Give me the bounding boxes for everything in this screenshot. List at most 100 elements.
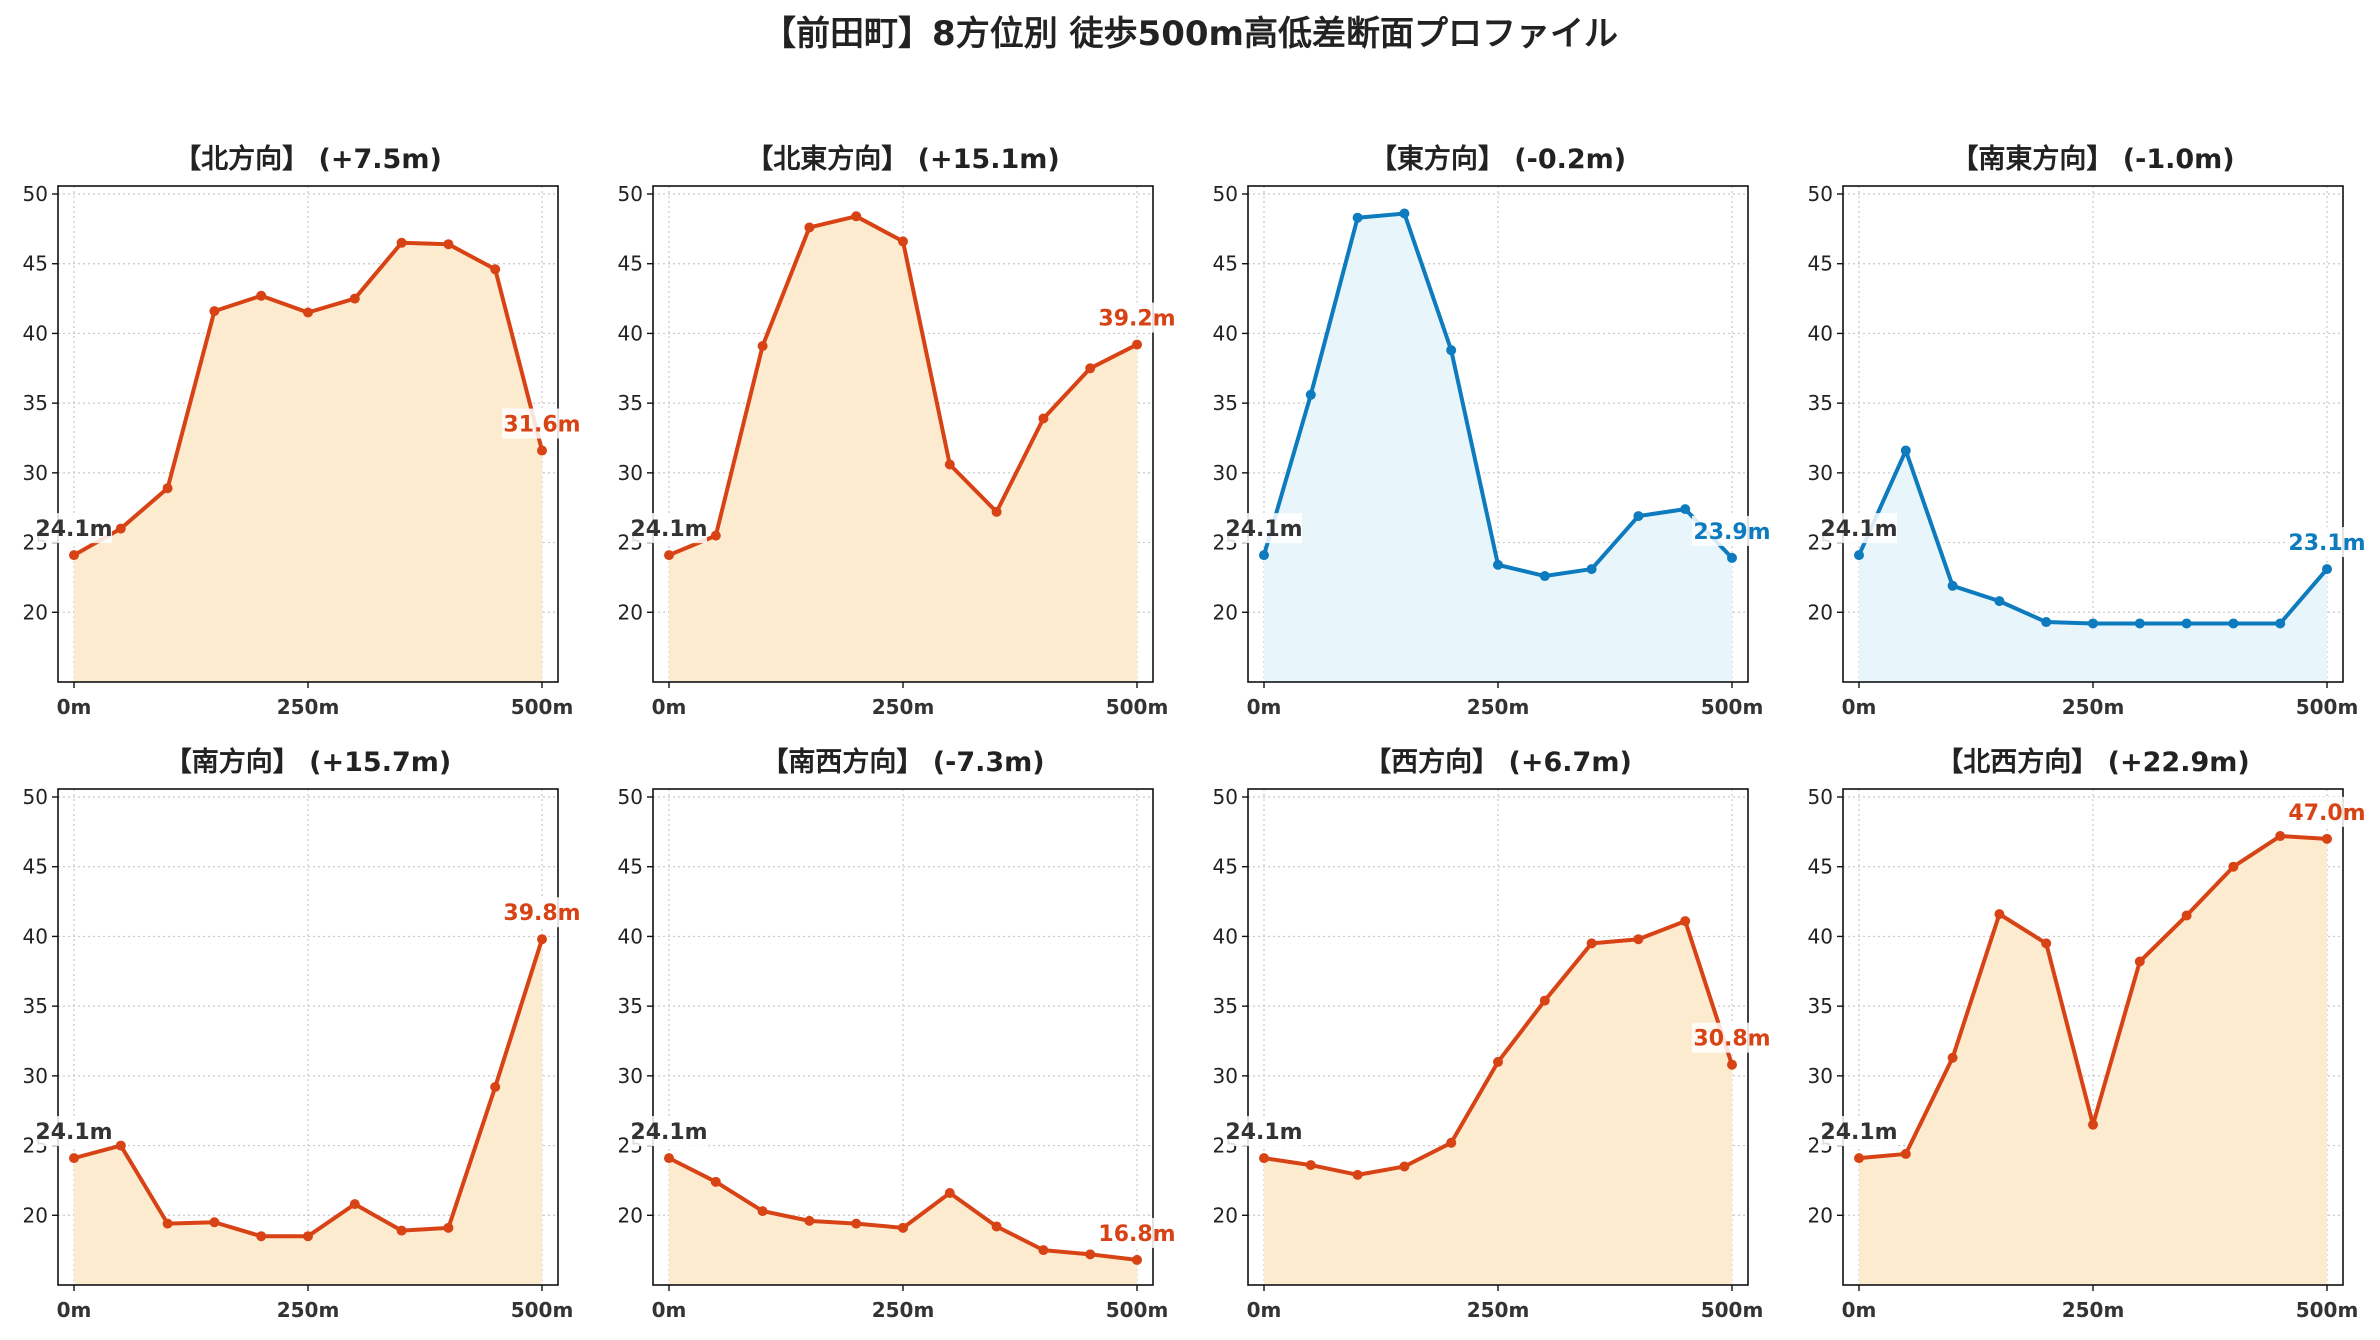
- data-point: [2322, 564, 2332, 575]
- subplot-7: 【北西方向】 (+22.9m)202530354045500m250m500m2…: [1808, 746, 2367, 1322]
- subplot-title: 【北方向】 (+7.5m): [174, 143, 442, 175]
- x-tick-label: 0m: [652, 695, 687, 719]
- data-point: [1947, 1052, 1958, 1063]
- data-point: [537, 934, 547, 945]
- y-tick-label: 30: [618, 461, 643, 485]
- x-tick-label: 500m: [511, 1298, 574, 1322]
- data-point: [2134, 956, 2145, 967]
- data-point: [1446, 345, 1457, 356]
- y-tick-label: 30: [618, 1064, 643, 1088]
- x-tick-label: 250m: [1467, 1298, 1530, 1322]
- y-tick-label: 35: [1213, 391, 1238, 415]
- data-point: [1633, 511, 1644, 522]
- y-tick-label: 35: [1808, 994, 1833, 1018]
- data-point: [944, 1187, 955, 1198]
- data-point: [2181, 618, 2192, 629]
- y-tick-label: 20: [1213, 600, 1238, 624]
- data-point: [664, 550, 674, 561]
- data-point: [1352, 212, 1363, 223]
- start-label-bg: [629, 1116, 707, 1147]
- subplot-3: 【南東方向】 (-1.0m)202530354045500m250m500m24…: [1808, 143, 2367, 719]
- data-point: [349, 1199, 360, 1210]
- end-elevation-label: 39.2m: [1098, 307, 1175, 332]
- data-point: [1305, 389, 1316, 400]
- data-point: [1132, 1254, 1142, 1265]
- data-point: [1038, 413, 1049, 424]
- y-tick-label: 40: [1213, 321, 1238, 345]
- y-tick-label: 45: [618, 855, 643, 879]
- y-tick-label: 45: [23, 252, 48, 276]
- data-point: [1493, 1056, 1503, 1067]
- subplot-4: 【南方向】 (+15.7m)202530354045500m250m500m24…: [23, 746, 582, 1322]
- y-tick-label: 30: [1213, 1064, 1238, 1088]
- x-tick-label: 0m: [1842, 1298, 1877, 1322]
- end-label-bg: [1692, 515, 1772, 546]
- end-label-bg: [2287, 796, 2367, 827]
- data-point: [1493, 559, 1503, 570]
- data-point: [1539, 995, 1550, 1006]
- data-point: [537, 445, 547, 456]
- elevation-fill: [669, 216, 1137, 682]
- y-tick-label: 45: [1808, 252, 1833, 276]
- start-elevation-label: 24.1m: [1225, 517, 1302, 542]
- y-tick-label: 50: [618, 182, 643, 206]
- elevation-fill: [74, 242, 542, 683]
- data-point: [991, 1221, 1002, 1232]
- start-label-bg: [629, 513, 707, 544]
- start-label-bg: [1224, 1116, 1302, 1147]
- y-tick-label: 40: [23, 321, 48, 345]
- data-point: [851, 211, 862, 222]
- data-point: [1727, 552, 1737, 563]
- data-point: [1038, 1245, 1049, 1256]
- data-point: [2322, 833, 2332, 844]
- data-point: [1399, 1161, 1410, 1172]
- data-point: [1947, 580, 1958, 591]
- data-point: [303, 307, 313, 318]
- data-point: [1994, 596, 2005, 607]
- end-elevation-label: 23.1m: [2288, 531, 2365, 556]
- start-elevation-label: 24.1m: [1225, 1120, 1302, 1145]
- data-point: [851, 1218, 862, 1229]
- start-elevation-label: 24.1m: [1820, 1120, 1897, 1145]
- data-point: [1085, 363, 1096, 374]
- x-tick-label: 500m: [1701, 695, 1764, 719]
- data-point: [1900, 445, 1911, 456]
- x-tick-label: 0m: [57, 695, 92, 719]
- subplot-5: 【南西方向】 (-7.3m)202530354045500m250m500m24…: [618, 746, 1177, 1322]
- data-point: [1305, 1160, 1316, 1171]
- data-point: [664, 1153, 674, 1164]
- x-tick-label: 0m: [1842, 695, 1877, 719]
- y-tick-label: 40: [1213, 924, 1238, 948]
- data-point: [1900, 1148, 1911, 1159]
- y-tick-label: 45: [618, 252, 643, 276]
- start-label-bg: [1819, 513, 1897, 544]
- x-tick-label: 250m: [872, 1298, 935, 1322]
- subplot-title: 【南東方向】 (-1.0m): [1951, 143, 2234, 175]
- y-tick-label: 45: [1213, 252, 1238, 276]
- data-point: [2228, 861, 2239, 872]
- data-point: [162, 1218, 173, 1229]
- x-tick-label: 250m: [1467, 695, 1530, 719]
- data-point: [1539, 571, 1550, 582]
- x-tick-label: 250m: [872, 695, 935, 719]
- y-tick-label: 40: [1808, 924, 1833, 948]
- y-tick-label: 20: [23, 600, 48, 624]
- data-point: [1680, 504, 1691, 515]
- data-point: [1586, 564, 1597, 575]
- y-tick-label: 20: [23, 1203, 48, 1227]
- x-tick-label: 0m: [652, 1298, 687, 1322]
- data-point: [710, 1176, 721, 1187]
- data-point: [1854, 550, 1864, 561]
- y-tick-label: 45: [1213, 855, 1238, 879]
- x-tick-label: 250m: [2062, 1298, 2125, 1322]
- y-tick-label: 50: [1213, 785, 1238, 809]
- data-point: [804, 1215, 815, 1226]
- data-point: [69, 1153, 79, 1164]
- y-tick-label: 20: [1808, 600, 1833, 624]
- x-tick-label: 250m: [277, 1298, 340, 1322]
- data-point: [209, 1217, 220, 1228]
- x-tick-label: 500m: [1701, 1298, 1764, 1322]
- data-point: [710, 530, 721, 541]
- y-tick-label: 30: [23, 461, 48, 485]
- subplot-title: 【南西方向】 (-7.3m): [761, 746, 1044, 778]
